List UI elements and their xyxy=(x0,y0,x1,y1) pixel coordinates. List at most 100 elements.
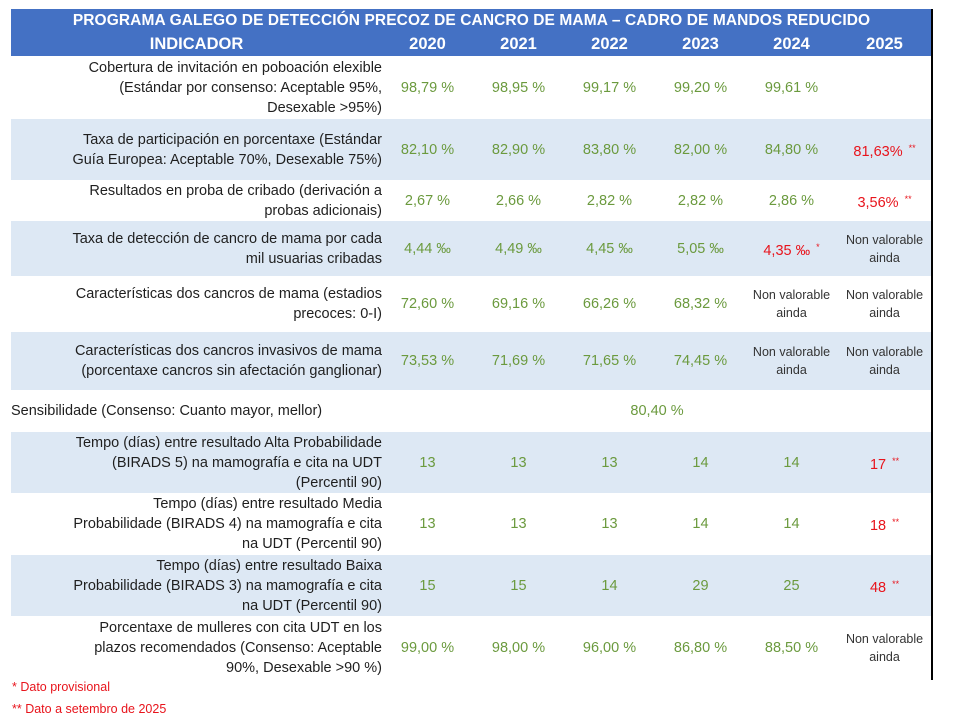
value-cell: 98,79 % xyxy=(400,79,455,96)
value-cell: 66,26 % xyxy=(582,296,637,312)
value-cell: 86,80 % xyxy=(673,640,728,656)
value-cell: 14 xyxy=(783,516,800,532)
not-assessable-note: Non valorable ainda xyxy=(837,221,933,276)
table-row: Taxa de participación en porcentaxe (Est… xyxy=(11,119,933,180)
table-row: Tempo (días) entre resultado Media Probab… xyxy=(11,493,932,555)
column-header-2022: 2022 xyxy=(564,33,655,56)
indicator-label: Tempo (días) entre resultado Baixa Probab… xyxy=(11,555,382,616)
table-row: Sensibilidade (Consenso: Cuanto mayor, m… xyxy=(11,390,932,432)
value-cell: 98,00 % xyxy=(491,640,546,656)
footnote-mark: ** xyxy=(904,193,912,204)
not-assessable-note: Non valorable ainda xyxy=(746,332,837,390)
value-cell: 14 xyxy=(564,555,655,616)
value-cell: 99,00 % xyxy=(400,640,455,656)
not-assessable-note: Non valorable ainda xyxy=(845,632,924,664)
column-header-2025: 2025 xyxy=(837,33,933,56)
value-cell: 99,17 % xyxy=(582,79,637,96)
value-cell: 4,44 ‰ xyxy=(382,221,473,276)
value-cell-highlighted: 48 ** xyxy=(837,555,933,616)
value-cell: 13 xyxy=(473,432,564,493)
indicator-label: Resultados en proba de cribado (derivaci… xyxy=(89,182,382,219)
value-cell-highlighted: 81,63% ** xyxy=(837,119,933,180)
table-row: Resultados en proba de cribado (derivaci… xyxy=(11,180,932,221)
column-header-indicator: INDICADOR xyxy=(11,33,382,56)
value-cell: 14 xyxy=(655,432,746,493)
footnote-mark: * xyxy=(816,241,820,252)
indicator-label: Cobertura de invitación en poboación ele… xyxy=(88,59,382,116)
footnote-mark: ** xyxy=(908,142,916,153)
value-cell: 2,82 % xyxy=(677,192,724,209)
header-row: INDICADOR 2020 2021 2022 2023 2024 2025 xyxy=(11,33,933,56)
value-cell: 2,67 % xyxy=(404,192,451,209)
indicator-label: Características dos cancros invasivos de… xyxy=(11,332,382,390)
table-right-border xyxy=(931,9,933,680)
value-cell: 13 xyxy=(419,516,436,532)
value-cell: 68,32 % xyxy=(673,296,728,312)
value-cell-highlighted: 18 ** xyxy=(869,517,900,534)
not-assessable-note: Non valorable ainda xyxy=(845,288,924,320)
value-cell: 71,65 % xyxy=(564,332,655,390)
dashboard-table: PROGRAMA GALEGO DE DETECCIÓN PRECOZ DE C… xyxy=(11,9,933,680)
column-header-2020: 2020 xyxy=(382,33,473,56)
value-cell: 14 xyxy=(692,516,709,532)
value-cell: 5,05 ‰ xyxy=(655,221,746,276)
value-cell: 73,53 % xyxy=(382,332,473,390)
footnote-mark: ** xyxy=(892,578,900,589)
value-cell: 13 xyxy=(564,432,655,493)
value-cell: 2,86 % xyxy=(768,192,815,209)
value-cell: 72,60 % xyxy=(400,296,455,312)
footnote-mark: ** xyxy=(892,517,900,527)
footnote-september: ** Dato a setembro de 2025 xyxy=(12,702,167,716)
value-cell: 29 xyxy=(655,555,746,616)
not-assessable-note: Non valorable ainda xyxy=(752,288,831,320)
indicator-label: Taxa de participación en porcentaxe (Est… xyxy=(11,119,382,180)
value-cell-highlighted: 3,56% ** xyxy=(857,193,912,211)
value-cell: 14 xyxy=(746,432,837,493)
indicator-label: Características dos cancros de mama (est… xyxy=(75,286,382,322)
value-cell: 13 xyxy=(510,516,527,532)
table-row: Tempo (días) entre resultado Alta Probab… xyxy=(11,432,933,493)
footnote-mark: ** xyxy=(892,455,900,466)
value-cell: 2,82 % xyxy=(586,192,633,209)
value-cell-highlighted: 17 ** xyxy=(837,432,933,493)
value-cell-highlighted: 4,35 ‰ * xyxy=(746,221,837,276)
value-cell: 13 xyxy=(601,516,618,532)
indicator-label: Porcentaxe de mulleres con cita UDT en l… xyxy=(94,620,382,676)
value-cell: 4,45 ‰ xyxy=(564,221,655,276)
not-assessable-note: Non valorable ainda xyxy=(837,332,933,390)
table-title: PROGRAMA GALEGO DE DETECCIÓN PRECOZ DE C… xyxy=(11,9,933,33)
value-cell: 15 xyxy=(382,555,473,616)
table-row: Características dos cancros de mama (est… xyxy=(11,276,932,332)
value-cell: 74,45 % xyxy=(655,332,746,390)
value-cell xyxy=(837,56,932,119)
value-cell: 83,80 % xyxy=(564,119,655,180)
value-cell: 15 xyxy=(473,555,564,616)
merged-value-cell: 80,40 % xyxy=(630,403,684,419)
value-cell: 88,50 % xyxy=(764,640,819,656)
value-cell: 82,00 % xyxy=(655,119,746,180)
value-cell: 96,00 % xyxy=(582,640,637,656)
value-cell: 82,10 % xyxy=(382,119,473,180)
table-row: Porcentaxe de mulleres con cita UDT en l… xyxy=(11,616,932,680)
indicator-label: Tempo (días) entre resultado Alta Probab… xyxy=(11,432,382,493)
value-cell: 98,95 % xyxy=(491,79,546,96)
table-row: Taxa de detección de cancro de mama por … xyxy=(11,221,933,276)
table-row: Tempo (días) entre resultado Baixa Probab… xyxy=(11,555,933,616)
indicator-label: Sensibilidade (Consenso: Cuanto mayor, m… xyxy=(11,403,323,419)
value-cell: 84,80 % xyxy=(746,119,837,180)
column-header-2023: 2023 xyxy=(655,33,746,56)
value-cell: 71,69 % xyxy=(473,332,564,390)
indicator-label: Taxa de detección de cancro de mama por … xyxy=(11,221,382,276)
column-header-2024: 2024 xyxy=(746,33,837,56)
footnote-provisional: * Dato provisional xyxy=(12,680,110,694)
indicator-label: Tempo (días) entre resultado Media Probab… xyxy=(73,496,382,552)
table-row: Cobertura de invitación en poboación ele… xyxy=(11,56,932,119)
value-cell: 2,66 % xyxy=(495,192,542,209)
table-row: Características dos cancros invasivos de… xyxy=(11,332,933,390)
value-cell: 99,20 % xyxy=(673,79,728,96)
value-cell: 25 xyxy=(746,555,837,616)
value-cell: 69,16 % xyxy=(491,296,546,312)
column-header-2021: 2021 xyxy=(473,33,564,56)
value-cell: 82,90 % xyxy=(473,119,564,180)
value-cell: 4,49 ‰ xyxy=(473,221,564,276)
